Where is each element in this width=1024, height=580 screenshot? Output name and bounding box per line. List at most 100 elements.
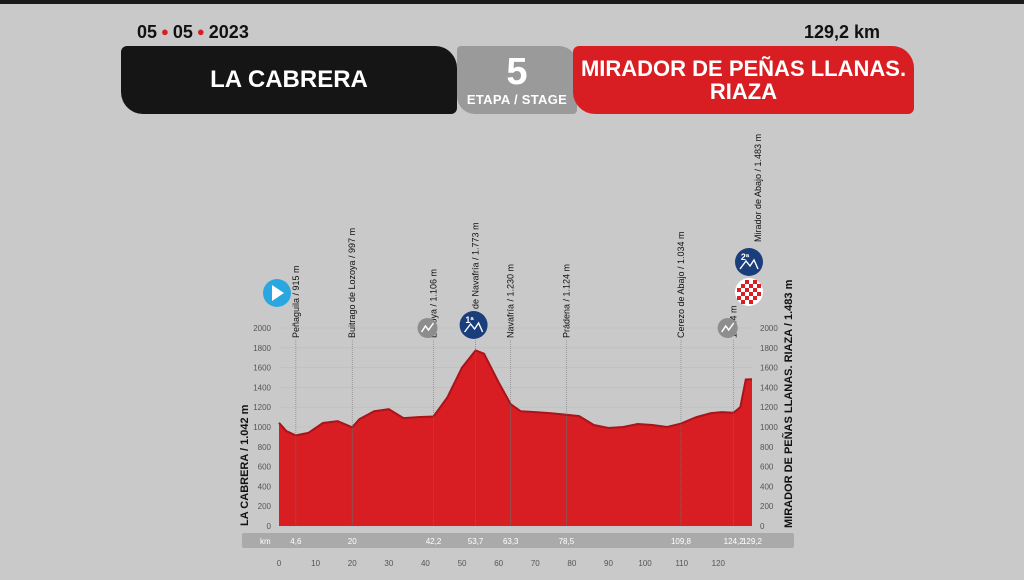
x-tick-label: 20 — [348, 559, 357, 568]
checkered-square — [753, 280, 757, 284]
mountain-glyph — [464, 321, 484, 333]
stage-number: 5 — [506, 51, 528, 93]
checkered-square — [737, 296, 741, 300]
checkered-square — [749, 292, 753, 296]
start-elevation-label: LA CABRERA / 1.042 m — [239, 404, 251, 526]
finish-town-label: MIRADOR DE PEÑAS LLANAS. RIAZA — [580, 56, 907, 104]
km-row-value: 4,6 — [290, 537, 302, 546]
km-row-value: 129,2 — [742, 537, 763, 546]
mountain-glyph — [739, 258, 759, 270]
y-tick-label: 800 — [760, 443, 774, 452]
y-tick-label: 1000 — [253, 423, 271, 432]
checkered-square — [749, 300, 753, 304]
km-row-value: 63,3 — [503, 537, 519, 546]
y-tick-label: 1200 — [253, 403, 271, 412]
checkered-square — [741, 300, 745, 304]
y-tick-label: 400 — [760, 482, 774, 491]
y-tick-label: 600 — [760, 463, 774, 472]
checkered-square — [741, 284, 745, 288]
date-separator-dot: ● — [196, 24, 205, 39]
x-tick-label: 100 — [638, 559, 652, 568]
y-tick-label: 200 — [760, 502, 774, 511]
y-tick-label: 1800 — [760, 344, 778, 353]
x-tick-label: 0 — [277, 559, 282, 568]
km-row-label: km — [260, 537, 271, 546]
profile-outline — [278, 349, 753, 437]
y-tick-label: 800 — [258, 443, 272, 452]
y-tick-label: 1400 — [253, 383, 271, 392]
y-tick-label: 1800 — [253, 344, 271, 353]
finish-elevation-label: MIRADOR DE PEÑAS LLANAS. RIAZA / 1.483 m — [782, 279, 795, 528]
mountain-climb-icon — [459, 311, 488, 339]
km-row-value: 109,8 — [671, 537, 692, 546]
y-axis-left: 0 200 400 600 800 1000 1200 1400 1600 1800 2000 — [253, 324, 271, 531]
checkered-square — [753, 296, 757, 300]
y-tick-label: 2000 — [253, 324, 271, 333]
km-row-value: 20 — [348, 537, 357, 546]
point-label: Peñaguila / 915 m — [291, 265, 301, 338]
point-label: Lozoya / 1.106 m — [428, 269, 438, 338]
x-tick-label: 120 — [712, 559, 726, 568]
checkered-square — [753, 288, 757, 292]
finish-town-banner: MIRADOR DE PEÑAS LLANAS. RIAZA — [573, 46, 914, 114]
profile-icons: 1ª 2ª — [263, 248, 763, 339]
point-label: Navafría / 1.230 m — [506, 264, 516, 338]
y-tick-label: 1000 — [760, 423, 778, 432]
x-tick-label: 70 — [531, 559, 540, 568]
y-tick-label: 2000 — [760, 324, 778, 333]
y-axis-right: 0 200 400 600 800 1000 1200 1400 1600 1800 2000 — [760, 324, 778, 531]
checkered-square — [745, 288, 749, 292]
stage-date: 05 ● 05 ● 2023 — [137, 22, 249, 43]
y-tick-label: 600 — [258, 463, 272, 472]
mountain-climb-icon — [735, 248, 763, 276]
y-tick-label: 200 — [258, 502, 272, 511]
km-row-background — [242, 533, 794, 548]
point-label: Mirador de Abajo / 1.483 m — [753, 134, 763, 242]
start-town-label: LA CABRERA — [210, 66, 368, 93]
checkered-square — [757, 292, 761, 296]
point-label: Cerezo de Abajo / 1.034 m — [676, 231, 686, 338]
play-icon-glyph — [272, 285, 284, 301]
point-label: Buitrago de Lozoya / 997 m — [347, 228, 357, 338]
checkered-square — [749, 284, 753, 288]
x-scale: 0 10 20 30 40 50 60 70 80 90 100 110 120 — [277, 559, 726, 568]
x-tick-label: 40 — [421, 559, 430, 568]
date-separator-dot: ● — [161, 24, 169, 39]
x-tick-label: 30 — [384, 559, 393, 568]
date-year: 2023 — [208, 22, 249, 42]
y-tick-label: 400 — [258, 482, 272, 491]
stage-label: ETAPA / STAGE — [466, 92, 568, 107]
x-tick-label: 90 — [604, 559, 613, 568]
checkered-square — [745, 296, 749, 300]
end-labels: LA CABRERA / 1.042 m MIRADOR DE PEÑAS LLA… — [239, 279, 795, 528]
km-row-value: 53,7 — [468, 537, 484, 546]
date-day: 05 — [137, 22, 158, 42]
checkered-square — [745, 280, 749, 284]
y-tick-label: 0 — [760, 522, 765, 531]
stage-number-badge: 5 ETAPA / STAGE — [457, 46, 577, 114]
climb-category-label: 1ª — [465, 315, 474, 325]
top-border — [0, 0, 1024, 4]
x-tick-label: 50 — [458, 559, 467, 568]
checkered-square — [737, 288, 741, 292]
start-town-banner: LA CABRERA — [121, 46, 457, 114]
sprint-icon-glyph — [420, 322, 435, 333]
y-tick-label: 1600 — [760, 364, 778, 373]
profile-fill — [279, 350, 752, 526]
x-tick-label: 80 — [567, 559, 576, 568]
climb-category-label: 2ª — [741, 252, 750, 262]
checkered-square — [757, 284, 761, 288]
y-tick-label: 0 — [267, 522, 272, 531]
x-tick-label: 60 — [494, 559, 503, 568]
point-label: Prádena / 1.124 m — [561, 264, 571, 338]
x-tick-label: 110 — [675, 559, 688, 568]
km-row-value: 42,2 — [426, 537, 442, 546]
y-tick-label: 1400 — [760, 383, 778, 392]
km-row-value: 78,5 — [559, 537, 575, 546]
y-tick-label: 1200 — [760, 403, 778, 412]
x-tick-label: 10 — [311, 559, 320, 568]
stage-distance: 129,2 km — [803, 22, 880, 42]
profile-area — [278, 349, 753, 526]
